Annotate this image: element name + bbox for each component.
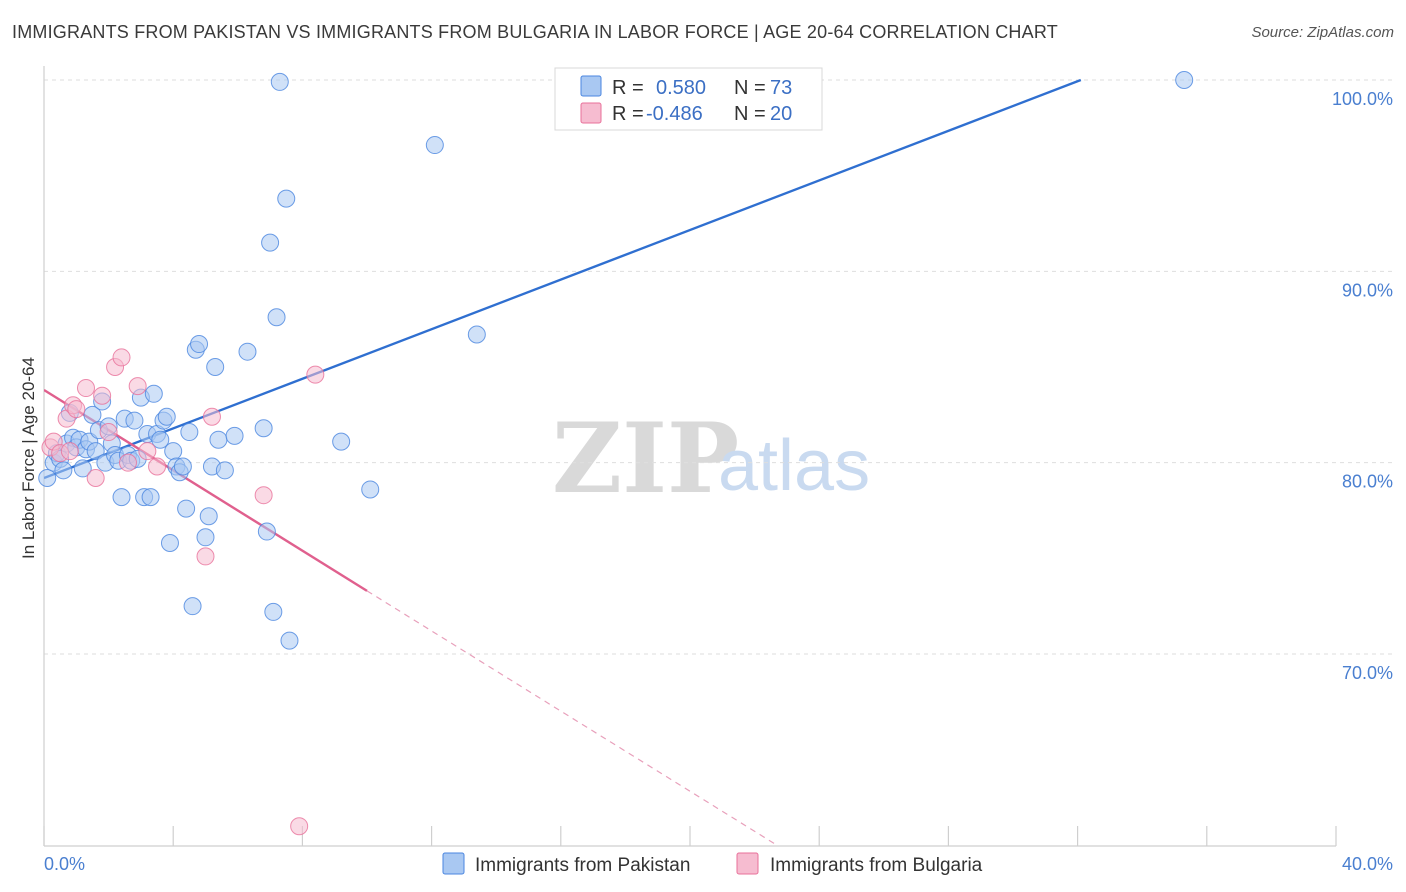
legend-r-value-pakistan: 0.580 xyxy=(656,77,706,99)
axes xyxy=(43,66,1337,847)
point-bulgaria xyxy=(99,423,118,442)
point-bulgaria xyxy=(306,365,325,384)
legend-n-label-pakistan: N = xyxy=(734,77,766,99)
bottom-legend-swatch-pakistan xyxy=(442,852,465,875)
point-pakistan xyxy=(83,405,102,424)
watermark-atlas: atlas xyxy=(718,426,870,506)
legend-r-label-bulgaria: R = xyxy=(612,103,644,125)
x-tick-label-max: 40.0% xyxy=(1342,854,1393,874)
point-pakistan xyxy=(180,423,199,442)
point-pakistan xyxy=(190,335,209,354)
x-tick-label-min: 0.0% xyxy=(44,854,85,874)
legend-n-value-pakistan: 73 xyxy=(770,77,792,99)
point-pakistan xyxy=(277,189,296,208)
trend-line-bulgaria-extension xyxy=(366,590,778,846)
point-pakistan xyxy=(425,136,444,155)
point-bulgaria xyxy=(290,817,309,836)
point-pakistan xyxy=(1175,71,1194,89)
point-pakistan xyxy=(112,488,131,507)
y-tick-label-70: 70.0% xyxy=(1342,663,1393,683)
point-bulgaria xyxy=(196,547,215,566)
point-pakistan xyxy=(183,597,202,616)
grid-lines xyxy=(44,79,1393,655)
watermark-zip: ZIP xyxy=(552,402,739,515)
point-pakistan xyxy=(86,442,105,461)
source-label: Source: ZipAtlas.com xyxy=(1251,24,1394,41)
point-pakistan xyxy=(332,432,351,451)
data-points xyxy=(38,71,1194,836)
y-tick-label-90: 90.0% xyxy=(1342,280,1393,300)
point-bulgaria xyxy=(76,379,95,398)
point-pakistan xyxy=(280,631,299,650)
point-pakistan xyxy=(199,507,218,526)
legend-r-value-bulgaria: -0.486 xyxy=(646,103,703,125)
point-bulgaria xyxy=(60,442,79,461)
point-pakistan xyxy=(267,308,286,327)
bottom-legend-label-pakistan: Immigrants from Pakistan xyxy=(475,855,690,876)
bottom-legend: Immigrants from Pakistan Immigrants from… xyxy=(442,852,983,876)
legend-n-value-bulgaria: 20 xyxy=(770,103,792,125)
y-tick-label-80: 80.0% xyxy=(1342,472,1393,492)
point-bulgaria xyxy=(86,468,105,487)
point-bulgaria xyxy=(112,348,131,367)
legend-n-label-bulgaria: N = xyxy=(734,103,766,125)
point-bulgaria xyxy=(93,386,112,405)
point-bulgaria xyxy=(67,400,86,419)
point-pakistan xyxy=(125,411,144,430)
point-pakistan xyxy=(215,461,234,480)
point-pakistan xyxy=(164,442,183,461)
point-bulgaria xyxy=(118,453,137,472)
y-axis-label: In Labor Force | Age 20-64 xyxy=(19,357,38,559)
legend-r-label-pakistan: R = xyxy=(612,77,644,99)
point-pakistan xyxy=(160,534,179,553)
point-pakistan xyxy=(54,461,73,480)
point-pakistan xyxy=(209,430,228,449)
point-bulgaria xyxy=(254,486,273,505)
bottom-legend-swatch-bulgaria xyxy=(736,852,759,875)
chart-title: IMMIGRANTS FROM PAKISTAN VS IMMIGRANTS F… xyxy=(12,22,1058,42)
point-pakistan xyxy=(141,488,160,507)
point-pakistan xyxy=(38,468,57,487)
point-pakistan xyxy=(196,528,215,547)
legend: R = 0.580 N = 73 R = -0.486 N = 20 xyxy=(554,67,823,131)
point-pakistan xyxy=(254,419,273,438)
point-pakistan xyxy=(73,459,92,478)
point-bulgaria xyxy=(148,457,167,476)
point-pakistan xyxy=(270,72,289,91)
point-pakistan xyxy=(361,480,380,499)
legend-swatch-bulgaria xyxy=(580,102,602,124)
point-bulgaria xyxy=(138,442,157,461)
point-pakistan xyxy=(144,384,163,403)
point-pakistan xyxy=(151,430,170,449)
point-bulgaria xyxy=(128,377,147,396)
point-pakistan xyxy=(177,499,196,518)
legend-swatch-pakistan xyxy=(580,75,602,97)
y-tick-labels: 70.0% 80.0% 90.0% 100.0% xyxy=(1332,89,1393,683)
point-pakistan xyxy=(157,407,176,426)
point-pakistan xyxy=(467,325,486,344)
point-pakistan xyxy=(238,342,257,361)
y-tick-label-100: 100.0% xyxy=(1332,89,1393,109)
point-pakistan xyxy=(264,602,283,621)
point-pakistan xyxy=(206,358,225,376)
bottom-legend-label-bulgaria: Immigrants from Bulgaria xyxy=(770,855,983,876)
point-bulgaria xyxy=(202,407,221,426)
point-pakistan xyxy=(257,522,276,541)
point-pakistan xyxy=(225,426,244,445)
point-pakistan xyxy=(261,233,280,252)
point-pakistan xyxy=(173,457,192,476)
